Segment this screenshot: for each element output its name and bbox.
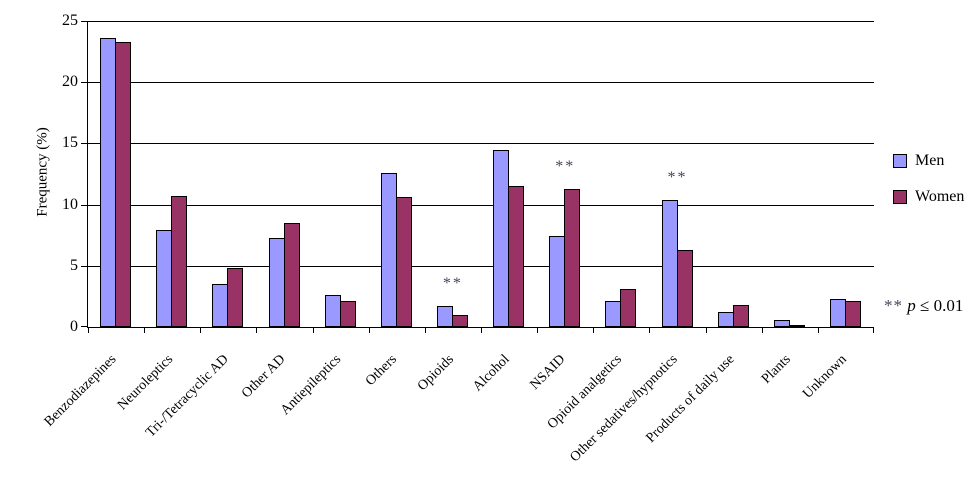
- bar-men: [493, 149, 510, 327]
- bar-women: [451, 314, 468, 327]
- x-axis-label: NSAID: [527, 352, 569, 393]
- x-tick-mark: [144, 327, 146, 333]
- bar-women: [844, 301, 861, 327]
- bar-women: [283, 222, 300, 327]
- legend-label-men: Men: [915, 152, 945, 169]
- bar-men: [212, 284, 229, 327]
- x-tick-mark: [424, 327, 426, 333]
- bar-women: [676, 249, 693, 327]
- significance-note-p: p: [907, 296, 916, 315]
- bar-women: [227, 268, 244, 327]
- gridline: [88, 204, 874, 206]
- y-tick-mark: [81, 204, 88, 206]
- y-tick-label: 15: [62, 134, 78, 152]
- x-axis-label: Opioids: [414, 352, 457, 394]
- bar-men: [324, 295, 341, 327]
- x-tick-mark: [593, 327, 595, 333]
- significance-marker: **: [667, 168, 688, 186]
- x-axis-label: Alcohol: [470, 352, 513, 395]
- bar-women: [508, 186, 525, 327]
- legend-item-men: Men: [893, 153, 964, 169]
- bar-men: [773, 319, 790, 327]
- x-tick-mark: [761, 327, 763, 333]
- significance-marker: **: [555, 157, 576, 175]
- bar-women: [115, 41, 132, 327]
- y-tick-label: 20: [62, 73, 78, 91]
- x-tick-mark: [873, 327, 874, 333]
- bar-women: [339, 301, 356, 327]
- bar-women: [564, 188, 581, 327]
- y-tick-mark: [81, 21, 88, 22]
- x-tick-mark: [200, 327, 202, 333]
- legend-swatch-men: [893, 154, 907, 168]
- x-axis-label: Plants: [758, 352, 794, 387]
- significance-marker: **: [442, 275, 463, 293]
- significance-note-threshold: ≤ 0.01: [920, 296, 964, 315]
- x-tick-mark: [481, 327, 482, 333]
- legend: Men Women: [893, 153, 964, 225]
- bar-women: [788, 324, 805, 327]
- x-tick-mark: [88, 327, 89, 333]
- y-tick-label: 25: [62, 12, 78, 29]
- y-tick-label: 0: [70, 318, 78, 335]
- plot-area: ** ** **: [81, 21, 874, 333]
- legend-label-women: Women: [915, 188, 965, 205]
- bar-men: [605, 301, 622, 327]
- bar-men: [100, 38, 117, 327]
- gridline: [88, 143, 874, 145]
- x-tick-mark: [649, 327, 651, 333]
- legend-item-women: Women: [893, 189, 964, 205]
- y-tick-mark: [81, 143, 88, 145]
- bar-men: [156, 230, 173, 327]
- significance-note: ** p ≤ 0.01: [884, 296, 963, 316]
- x-axis-label: Benzodiazepines: [42, 352, 120, 430]
- x-tick-mark: [368, 327, 370, 333]
- y-tick-mark: [81, 265, 88, 267]
- bar-men: [549, 236, 566, 327]
- x-tick-mark: [817, 327, 819, 333]
- y-tick-label: 5: [70, 256, 78, 274]
- bar-men: [436, 306, 453, 327]
- y-tick-mark: [81, 326, 88, 327]
- bar-women: [732, 304, 749, 327]
- gridline: [88, 21, 874, 22]
- bar-men: [661, 199, 678, 327]
- x-axis-label: Others: [363, 352, 401, 390]
- bar-men: [268, 237, 285, 327]
- bar-men: [829, 298, 846, 327]
- y-tick-mark: [81, 82, 88, 84]
- bar-men: [380, 172, 397, 327]
- gridline: [88, 265, 874, 267]
- x-axis-label: Other sedatives/hypnotics: [567, 352, 682, 466]
- x-tick-mark: [705, 327, 707, 333]
- x-tick-mark: [312, 327, 314, 333]
- x-tick-mark: [537, 327, 539, 333]
- significance-note-marker: **: [884, 296, 903, 315]
- legend-swatch-women: [893, 190, 907, 204]
- bar-women: [395, 197, 412, 327]
- y-tick-label: 10: [62, 195, 78, 213]
- bar-women: [620, 289, 637, 327]
- bar-women: [171, 196, 188, 327]
- bar-men: [717, 312, 734, 327]
- gridline: [88, 82, 874, 84]
- x-axis-label: Other AD: [238, 352, 289, 402]
- x-axis-label: Unknown: [799, 352, 850, 402]
- x-tick-mark: [256, 327, 258, 333]
